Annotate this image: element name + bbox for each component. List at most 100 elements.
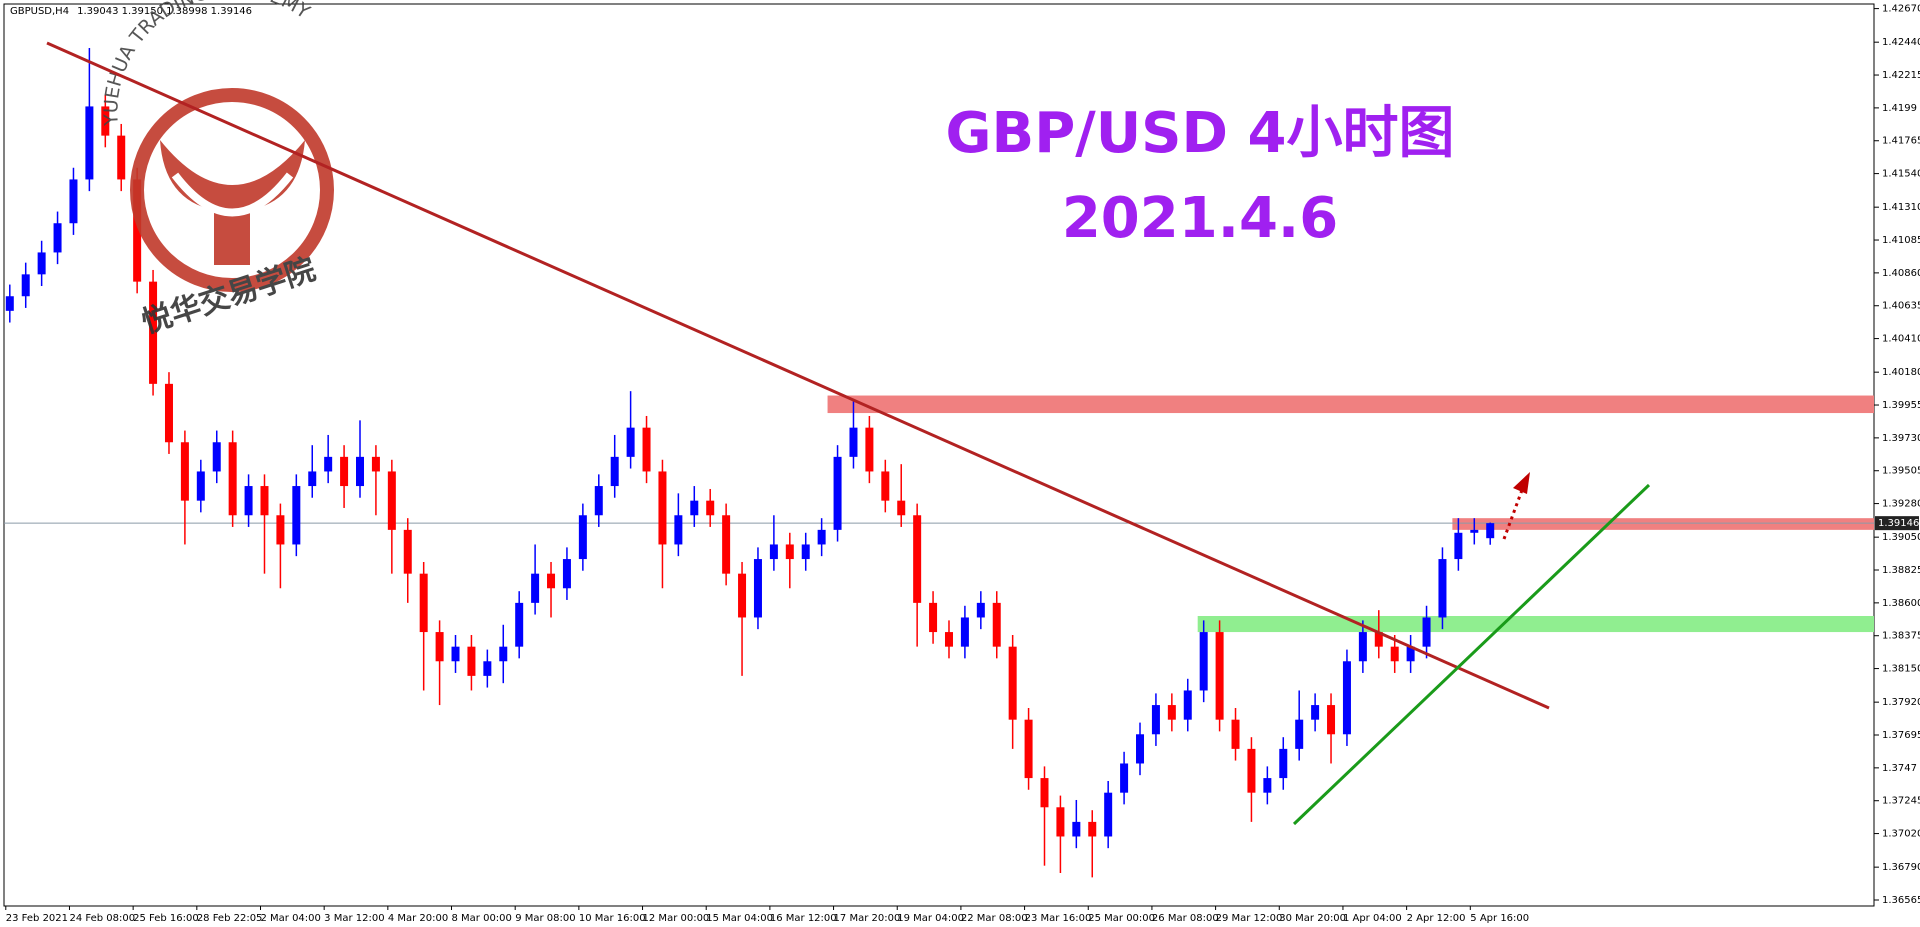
- candle-body: [499, 646, 508, 662]
- candle-body: [196, 471, 205, 501]
- candle-body: [133, 179, 142, 282]
- candle-body: [1279, 748, 1288, 779]
- candle-body: [324, 456, 333, 472]
- candle-body: [1088, 821, 1097, 837]
- y-tick-label: 1.41085: [1882, 235, 1920, 246]
- candle-body: [897, 500, 906, 516]
- y-tick-label: 1.36565: [1882, 895, 1920, 906]
- candle-body: [944, 632, 953, 647]
- candle-body: [881, 471, 890, 501]
- x-tick-label: 26 Mar 08:00: [1152, 913, 1219, 924]
- logo-ring: [130, 88, 334, 292]
- y-tick-label: 1.4199: [1882, 103, 1917, 114]
- trend-line: [46, 41, 1550, 710]
- arrow-line: [1502, 489, 1524, 540]
- y-tick-label: 1.37245: [1882, 796, 1920, 807]
- candle-body: [1024, 719, 1033, 779]
- candle-body: [1390, 646, 1399, 662]
- x-tick-label: 23 Feb 2021: [6, 913, 68, 924]
- logo-mark: [160, 140, 305, 265]
- candle-body: [1358, 632, 1367, 662]
- candle-body: [387, 471, 396, 530]
- candle-body: [706, 500, 715, 516]
- candle-body: [817, 529, 826, 545]
- candle-body: [594, 486, 603, 516]
- x-tick-label: 25 Mar 00:00: [1088, 913, 1155, 924]
- x-tick-label: 2 Apr 12:00: [1407, 913, 1466, 924]
- x-tick-label: 24 Feb 08:00: [69, 913, 135, 924]
- x-tick-label: 19 Mar 04:00: [897, 913, 964, 924]
- candle-body: [371, 456, 380, 472]
- candle-body: [658, 471, 667, 545]
- axis: 1.36565 1.36790 1.37020 1.37245 1.3747 1.3769…: [4, 4, 1920, 924]
- candle-body: [1215, 632, 1224, 720]
- candle-body: [435, 632, 444, 662]
- chart-title: GBP/USD 4小时图: [946, 101, 1455, 166]
- candle-body: [785, 544, 794, 560]
- y-tick-label: 1.36790: [1882, 862, 1920, 873]
- y-tick-label: 1.39280: [1882, 499, 1920, 510]
- zone: [1197, 616, 1874, 633]
- candle-body: [801, 544, 810, 560]
- candle-body: [308, 471, 317, 487]
- symbol: GBPUSD,H4: [10, 6, 69, 17]
- x-tick-label: 30 Mar 20:00: [1279, 913, 1346, 924]
- y-tick-label: 1.40635: [1882, 301, 1920, 312]
- y-tick-label: 1.39730: [1882, 433, 1920, 444]
- logo-mark-line: [171, 172, 294, 217]
- candle-body: [101, 106, 110, 136]
- x-tick-label: 16 Mar 12:00: [770, 913, 837, 924]
- candle-body: [1136, 734, 1145, 764]
- x-tick-label: 23 Mar 16:00: [1025, 913, 1092, 924]
- candle-body: [1342, 661, 1351, 735]
- x-tick-label: 8 Mar 00:00: [452, 913, 512, 924]
- candle-body: [1295, 719, 1304, 749]
- y-tick-label: 1.37020: [1882, 829, 1920, 840]
- candle-body: [1374, 632, 1383, 647]
- candle-body: [180, 442, 189, 501]
- candle-body: [467, 646, 476, 676]
- x-tick-label: 9 Mar 08:00: [515, 913, 575, 924]
- x-tick-label: 29 Mar 12:00: [1216, 913, 1283, 924]
- candle-body: [1438, 559, 1447, 618]
- candle-body: [419, 573, 428, 633]
- x-tick-label: 22 Mar 08:00: [961, 913, 1028, 924]
- candle-body: [929, 602, 938, 633]
- x-tick-label: 3 Mar 12:00: [324, 913, 384, 924]
- candle-body: [1120, 763, 1129, 793]
- y-tick-label: 1.39050: [1882, 532, 1920, 543]
- candle-body: [164, 383, 173, 443]
- y-tick-label: 1.42215: [1882, 70, 1920, 81]
- y-tick-label: 1.40180: [1882, 367, 1920, 378]
- candle-body: [260, 486, 269, 516]
- y-tick-label: 1.42440: [1882, 37, 1920, 48]
- candle-body: [1199, 632, 1208, 691]
- x-tick-label: 1 Apr 04:00: [1343, 913, 1402, 924]
- candle-body: [1104, 792, 1113, 837]
- candle-body: [833, 456, 842, 530]
- x-tick-label: 15 Mar 04:00: [706, 913, 773, 924]
- candle-body: [547, 573, 556, 589]
- x-tick-label: 17 Mar 20:00: [834, 913, 901, 924]
- zone: [1452, 518, 1874, 530]
- candle-body: [53, 223, 62, 253]
- candle-body: [117, 135, 126, 180]
- y-tick-label: 1.40860: [1882, 268, 1920, 279]
- x-tick-label: 4 Mar 20:00: [388, 913, 448, 924]
- y-tick-label: 1.38825: [1882, 565, 1920, 576]
- candle-body: [1486, 523, 1495, 539]
- candles: [5, 48, 1495, 878]
- candle-body: [5, 296, 14, 311]
- candle-body: [1056, 807, 1065, 837]
- y-tick-label: 1.37920: [1882, 697, 1920, 708]
- candle-body: [212, 442, 221, 472]
- candle-body: [992, 602, 1001, 647]
- candle-body: [403, 529, 412, 574]
- symbol-label: GBPUSD,H4 1.39043 1.39150 1.38998 1.39146: [10, 6, 252, 17]
- candle-body: [276, 515, 285, 545]
- candle-body: [531, 573, 540, 603]
- plot-frame: [3, 3, 1875, 907]
- candle-body: [1406, 646, 1415, 662]
- candle-body: [37, 252, 46, 275]
